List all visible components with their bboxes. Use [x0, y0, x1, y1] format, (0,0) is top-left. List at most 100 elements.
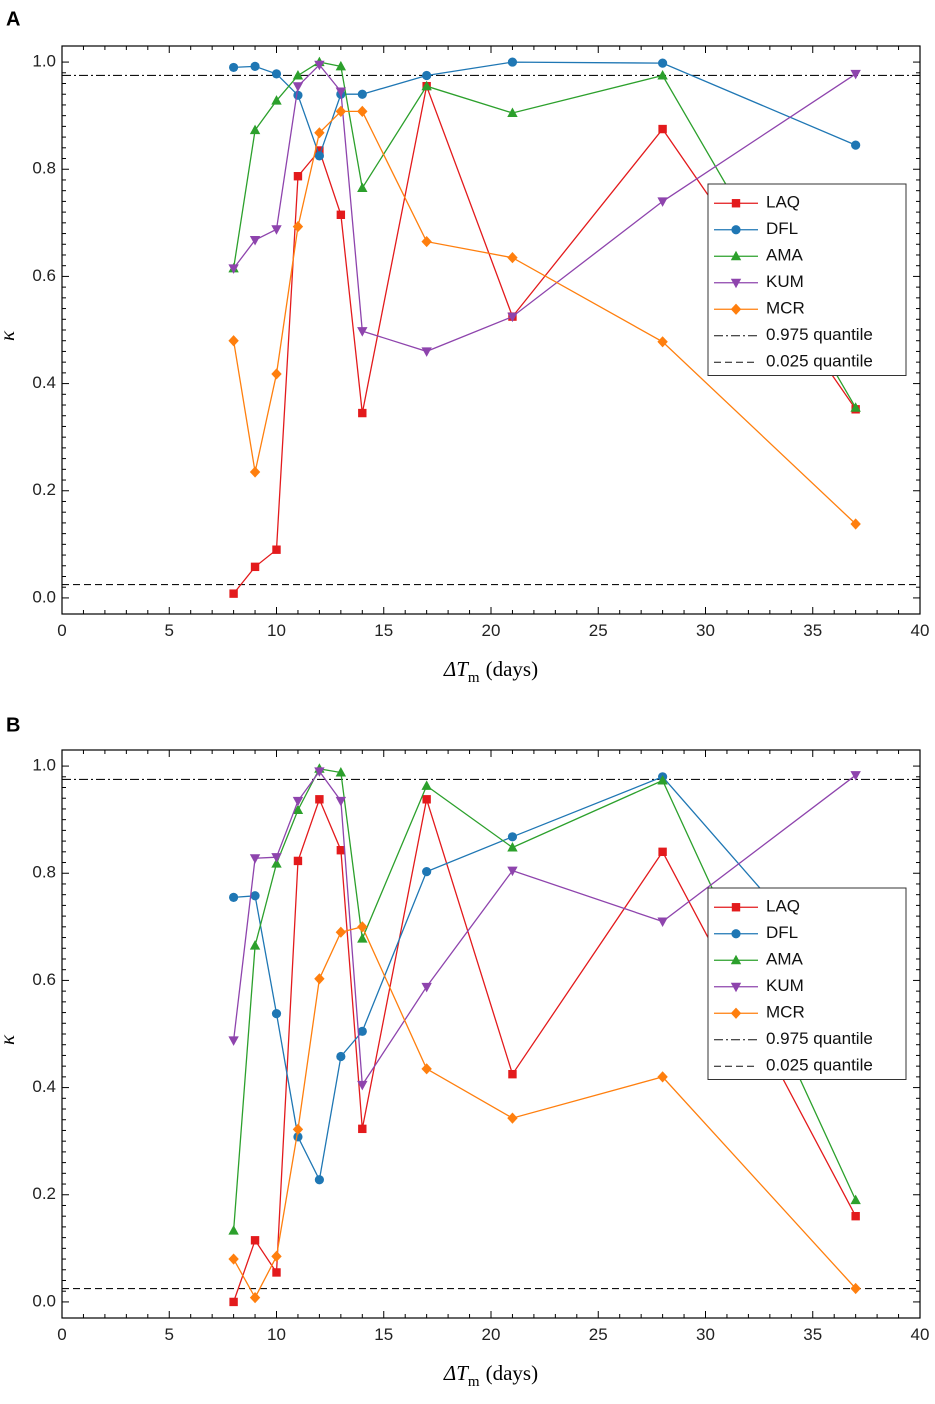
- data-point-dfl: [314, 1175, 324, 1185]
- x-tick-label: 0: [57, 621, 66, 640]
- data-point-kum: [357, 1080, 368, 1091]
- y-tick-label: 0.4: [32, 373, 56, 392]
- data-point-mcr: [657, 336, 668, 348]
- data-point-ama: [357, 933, 368, 943]
- data-point-laq: [336, 846, 346, 855]
- data-point-laq: [272, 1268, 281, 1277]
- x-tick-label: 10: [267, 621, 286, 640]
- chart-panel-a: A 0 5 10 15 20 25 30 35 40 0.0 0.2 0.4 0.6 0.8 1.0 ΔTm (d…: [0, 8, 929, 686]
- data-point-dfl: [271, 69, 282, 79]
- data-point-mcr: [314, 127, 325, 139]
- legend-marker-mcr: [730, 303, 742, 315]
- y-tick-label: 0.2: [32, 1184, 56, 1203]
- data-point-ama: [271, 858, 282, 868]
- x-axis-label-main: ΔT: [443, 657, 469, 681]
- data-point-dfl: [250, 61, 260, 71]
- data-point-mcr: [249, 1292, 261, 1304]
- data-point-ama: [657, 775, 668, 785]
- data-point-ama: [850, 1194, 861, 1205]
- data-point-ama: [249, 124, 261, 135]
- y-tick-label: 0.4: [32, 1077, 56, 1096]
- x-tick-label: 35: [803, 1325, 822, 1344]
- data-point-dfl: [658, 58, 668, 68]
- data-point-dfl: [357, 1026, 367, 1036]
- x-tick-label: 25: [589, 621, 608, 640]
- data-point-kum: [335, 87, 347, 98]
- data-point-ama: [357, 182, 368, 192]
- y-tick-label: 1.0: [32, 756, 56, 775]
- data-point-mcr: [421, 1063, 432, 1075]
- data-point-laq: [272, 545, 281, 554]
- legend-marker-ama: [730, 954, 742, 965]
- data-point-dfl: [293, 90, 303, 100]
- legend-marker-laq: [731, 199, 741, 208]
- legend-marker-kum: [730, 278, 742, 289]
- data-point-kum: [421, 347, 432, 357]
- data-point-kum: [271, 853, 282, 863]
- data-point-mcr: [228, 1253, 239, 1265]
- legend-marker-laq: [731, 903, 741, 912]
- data-point-laq: [358, 1124, 367, 1134]
- legend-label-dfl: DFL: [766, 923, 798, 942]
- data-point-dfl: [229, 892, 239, 902]
- legend-box: [707, 887, 907, 1080]
- x-tick-label: 20: [482, 1325, 501, 1344]
- data-point-dfl: [250, 891, 260, 901]
- x-tick-label: 15: [374, 1325, 393, 1344]
- panel-label: B: [6, 714, 20, 736]
- data-point-laq: [315, 795, 324, 804]
- x-tick-label: 5: [165, 621, 174, 640]
- data-point-kum: [292, 796, 304, 807]
- data-point-dfl: [357, 89, 367, 99]
- panel-label: A: [6, 8, 20, 30]
- y-tick-label: 0.2: [32, 480, 56, 499]
- data-point-laq: [250, 562, 260, 572]
- data-point-laq: [658, 847, 667, 857]
- data-point-mcr: [657, 1071, 668, 1083]
- y-tick-label: 0.6: [32, 970, 56, 989]
- legend-marker-dfl: [731, 225, 741, 235]
- y-tick-label: 0.8: [32, 159, 56, 178]
- data-point-ama: [657, 69, 668, 80]
- data-point-kum: [249, 854, 261, 864]
- data-point-kum: [507, 312, 518, 323]
- x-tick-label: 0: [57, 1325, 66, 1344]
- legend-label-dfl: DFL: [766, 219, 798, 238]
- data-point-laq: [315, 146, 324, 155]
- data-point-laq: [358, 408, 367, 418]
- data-point-mcr: [507, 1112, 518, 1124]
- x-axis-label-unit: (days): [486, 657, 538, 681]
- y-tick-label: 0.0: [32, 587, 56, 606]
- x-axis-label: ΔTm (days): [443, 657, 538, 686]
- legend-box: [707, 183, 907, 376]
- x-tick-label: 30: [696, 1325, 715, 1344]
- data-point-laq: [658, 124, 667, 134]
- y-axis-label: κ: [0, 1034, 19, 1045]
- legend-label-quantile: 0.025 quantile: [766, 352, 873, 371]
- data-point-kum: [335, 796, 347, 807]
- data-point-laq: [229, 1297, 238, 1307]
- legend-label-laq: LAQ: [766, 193, 800, 212]
- x-tick-label: 20: [482, 621, 501, 640]
- x-tick-label: 15: [374, 621, 393, 640]
- x-axis-label-subscript: m: [468, 670, 480, 686]
- legend-label-mcr: MCR: [766, 1003, 805, 1022]
- x-axis-label-main: ΔT: [443, 1361, 469, 1385]
- data-point-ama: [850, 402, 861, 412]
- data-point-kum: [292, 82, 304, 92]
- legend-marker-mcr: [730, 1007, 742, 1019]
- x-tick-label: 10: [267, 1325, 286, 1344]
- data-point-mcr: [335, 105, 347, 117]
- data-point-mcr: [271, 368, 282, 380]
- legend-label-kum: KUM: [766, 272, 804, 291]
- chart-panel-b: B 0 5 10 15 20 25 30 35 40 0.0 0.2 0.4 0.6 0.8 1.0 ΔTm (d…: [0, 714, 929, 1390]
- data-point-dfl: [271, 1009, 282, 1019]
- data-point-mcr: [292, 1123, 304, 1135]
- data-point-kum: [228, 264, 239, 274]
- x-tick-label: 5: [165, 1325, 174, 1344]
- legend-marker-ama: [730, 250, 742, 261]
- data-point-kum: [228, 1036, 239, 1046]
- x-tick-label: 25: [589, 1325, 608, 1344]
- data-point-kum: [657, 917, 668, 927]
- data-point-ama: [335, 60, 347, 71]
